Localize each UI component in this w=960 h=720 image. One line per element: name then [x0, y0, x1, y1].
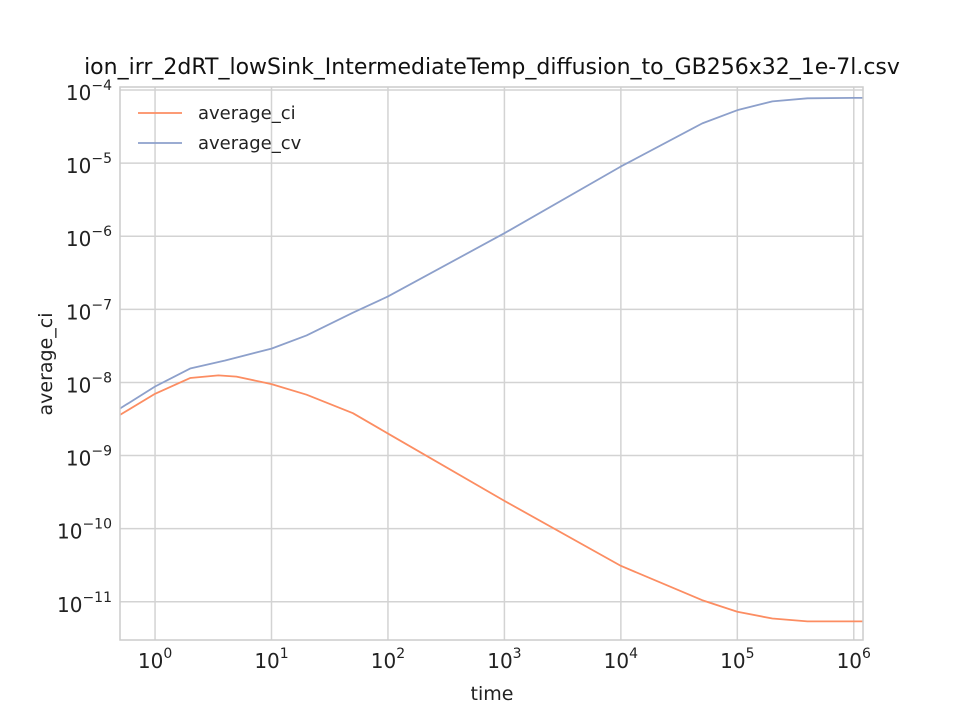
y-tick-label: 10−4	[66, 78, 112, 105]
y-axis-label: average_ci	[35, 312, 57, 415]
y-tick-base: 10	[57, 520, 82, 544]
y-tick-base: 10	[57, 593, 82, 617]
plot-frame	[119, 86, 864, 641]
x-tick-exp: 3	[513, 646, 522, 662]
y-tick-base: 10	[66, 154, 91, 178]
y-tick-exp: −10	[82, 517, 112, 533]
x-tick-exp: 4	[629, 646, 638, 662]
x-tick-base: 10	[720, 649, 745, 673]
x-tick-base: 10	[138, 649, 163, 673]
x-tick-exp: 2	[396, 646, 405, 662]
x-tick-base: 10	[604, 649, 629, 673]
y-tick-exp: −11	[82, 590, 112, 606]
x-tick-label: 103	[487, 646, 521, 673]
x-tick-exp: 6	[862, 646, 871, 662]
y-tick-label: 10−6	[66, 224, 112, 251]
y-tick-base: 10	[66, 81, 91, 105]
y-tick-exp: −6	[91, 224, 112, 240]
legend-label-average-ci: average_ci	[198, 103, 296, 124]
tick-labels: 100 101 102 103 104 105 10610−1110−1010−910−81…	[57, 78, 871, 673]
y-tick-base: 10	[66, 447, 91, 471]
x-tick-base: 10	[254, 649, 279, 673]
y-tick-exp: −4	[91, 78, 112, 94]
x-tick-label: 100	[138, 646, 172, 673]
grid	[120, 87, 863, 640]
chart-title: ion_irr_2dRT_lowSink_IntermediateTemp_di…	[84, 55, 900, 80]
y-tick-label: 10−7	[66, 297, 112, 324]
x-tick-label: 105	[720, 646, 754, 673]
x-tick-label: 102	[371, 646, 405, 673]
y-tick-label: 10−10	[57, 517, 112, 544]
legend-label-average-cv: average_cv	[198, 133, 302, 154]
y-tick-exp: −8	[91, 370, 112, 386]
x-tick-exp: 0	[163, 646, 172, 662]
x-tick-exp: 1	[280, 646, 289, 662]
y-tick-exp: −5	[91, 151, 112, 167]
y-tick-label: 10−8	[66, 370, 112, 397]
x-tick-base: 10	[487, 649, 512, 673]
legend: average_ci average_cv	[138, 103, 302, 154]
series-line-average-cv	[119, 97, 863, 410]
y-tick-base: 10	[66, 227, 91, 251]
x-tick-base: 10	[837, 649, 862, 673]
x-tick-label: 104	[604, 646, 638, 673]
y-tick-exp: −9	[91, 444, 112, 460]
y-tick-base: 10	[66, 373, 91, 397]
y-tick-exp: −7	[91, 297, 112, 313]
y-tick-base: 10	[66, 300, 91, 324]
x-tick-base: 10	[371, 649, 396, 673]
series-line-average-ci	[119, 374, 863, 623]
y-tick-label: 10−5	[66, 151, 112, 178]
y-tick-label: 10−11	[57, 590, 112, 617]
x-tick-exp: 5	[746, 646, 755, 662]
series-lines	[119, 97, 863, 623]
x-axis-label: time	[471, 683, 514, 705]
x-tick-label: 101	[254, 646, 288, 673]
y-tick-label: 10−9	[66, 444, 112, 471]
x-tick-label: 106	[837, 646, 871, 673]
